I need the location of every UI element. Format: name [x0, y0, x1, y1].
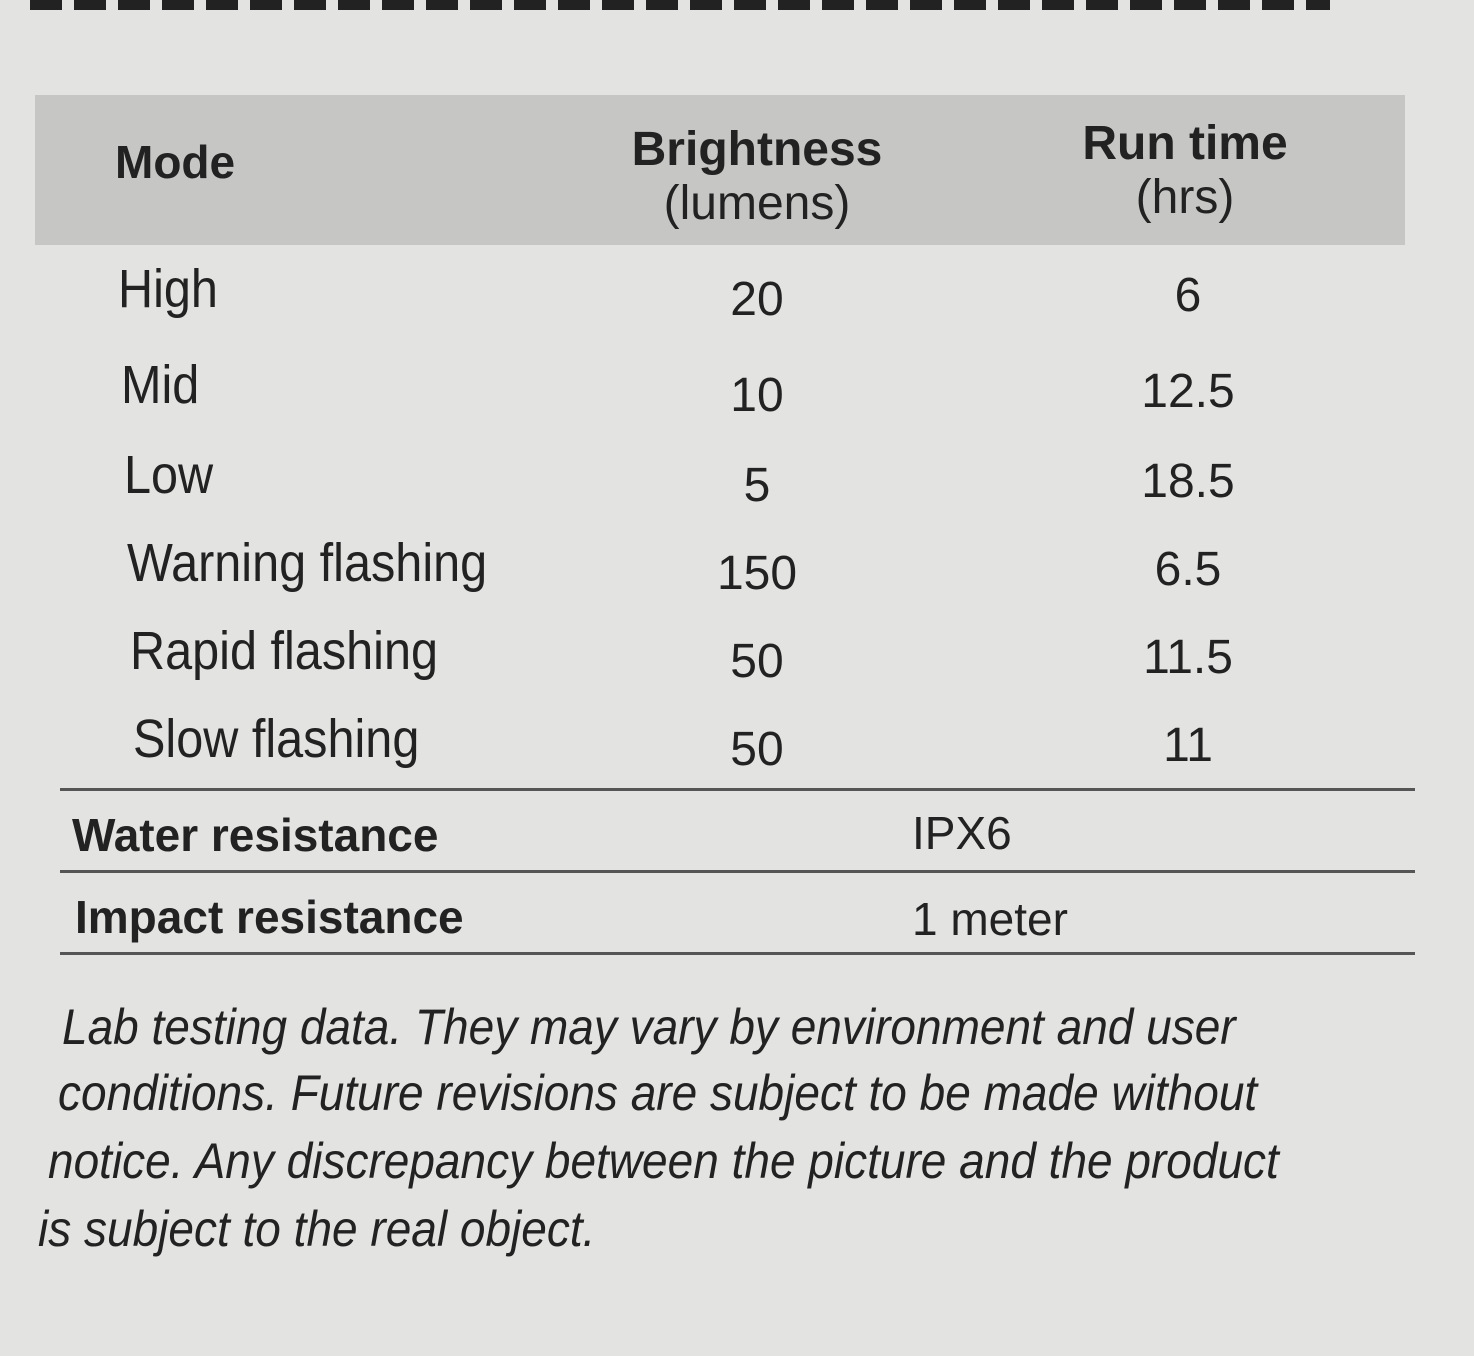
header-brightness: Brightness	[631, 123, 883, 176]
dashed-border	[30, 0, 1330, 10]
brightness-cell: 20	[730, 273, 784, 326]
rule	[60, 788, 1415, 791]
mode-cell: Low	[124, 445, 214, 505]
brightness-cell: 50	[730, 635, 784, 688]
note-line: is subject to the real object.	[38, 1201, 596, 1257]
mode-cell: Mid	[121, 355, 200, 415]
header-run-time-unit: (hrs)	[1135, 171, 1235, 224]
spec-label: Impact resistance	[75, 891, 464, 943]
spec-value: 1 meter	[912, 893, 1068, 945]
brightness-cell: 10	[730, 369, 784, 422]
run-time-cell: 18.5	[1141, 455, 1235, 508]
run-time-cell: 12.5	[1141, 365, 1235, 418]
header-brightness-unit: (lumens)	[663, 177, 851, 230]
run-time-cell: 6	[1174, 269, 1202, 322]
rule	[60, 870, 1415, 873]
spec-label: Water resistance	[72, 809, 439, 861]
note-line: conditions. Future revisions are subject…	[58, 1065, 1258, 1121]
brightness-cell: 150	[716, 547, 798, 600]
mode-cell: Warning flashing	[127, 533, 488, 593]
mode-cell: High	[118, 259, 218, 319]
mode-cell: Slow flashing	[133, 709, 420, 769]
mode-cell: Rapid flashing	[130, 621, 439, 681]
header-mode: Mode	[115, 136, 236, 188]
note-line: notice. Any discrepancy between the pict…	[48, 1133, 1279, 1189]
header-run-time: Run time	[1082, 117, 1288, 170]
note-line: Lab testing data. They may vary by envir…	[62, 999, 1236, 1055]
header-band	[35, 95, 1405, 245]
run-time-cell: 11.5	[1143, 631, 1233, 684]
spec-value: IPX6	[912, 807, 1012, 859]
run-time-cell: 11	[1163, 719, 1213, 772]
brightness-cell: 5	[743, 459, 771, 512]
rule	[60, 952, 1415, 955]
brightness-cell: 50	[730, 723, 784, 776]
run-time-cell: 6.5	[1154, 543, 1222, 596]
